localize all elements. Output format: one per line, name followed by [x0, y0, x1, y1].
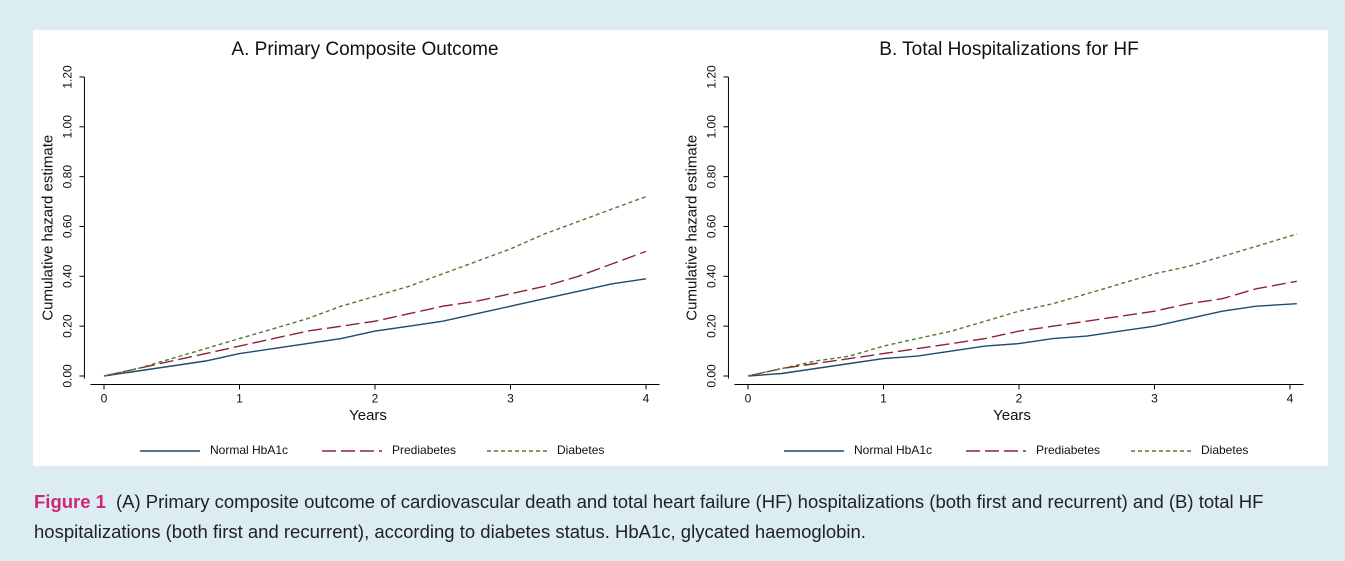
legend-label: Diabetes: [1201, 443, 1248, 457]
x-tick-label: 1: [236, 392, 243, 406]
y-tick-label: 1.20: [61, 65, 75, 89]
legend-label: Prediabetes: [392, 443, 456, 457]
y-tick-label: 1.20: [705, 65, 719, 89]
series-line: [103, 278, 647, 377]
y-tick-label: 0.00: [705, 364, 719, 388]
y-tick-label: 0.60: [705, 214, 719, 238]
legend-label: Diabetes: [557, 443, 604, 457]
x-tick-label: 3: [1151, 392, 1158, 406]
x-tick-label: 0: [101, 392, 108, 406]
y-tick-label: 0.60: [61, 214, 75, 238]
y-tick-label: 0.20: [705, 314, 719, 338]
chart-title: B. Total Hospitalizations for HF: [879, 39, 1138, 60]
figure-label: Figure 1: [34, 491, 106, 512]
y-tick-label: 0.00: [61, 364, 75, 388]
y-tick-label: 0.80: [61, 165, 75, 189]
caption: Figure 1 (A) Primary composite outcome of…: [34, 487, 1324, 547]
x-tick-label: 4: [1287, 392, 1294, 406]
x-tick-label: 1: [880, 392, 887, 406]
x-axis-label: Years: [349, 407, 387, 424]
chart-title: A. Primary Composite Outcome: [231, 39, 498, 60]
legend-label: Normal HbA1c: [210, 443, 288, 457]
x-tick-label: 3: [507, 392, 514, 406]
x-tick-label: 0: [745, 392, 752, 406]
series-line: [747, 303, 1297, 377]
legend-label: Prediabetes: [1036, 443, 1100, 457]
legend-label: Normal HbA1c: [854, 443, 932, 457]
y-tick-label: 0.80: [705, 165, 719, 189]
y-tick-label: 0.40: [705, 264, 719, 288]
y-tick-label: 0.20: [61, 314, 75, 338]
series-line: [103, 250, 647, 377]
y-tick-label: 0.40: [61, 264, 75, 288]
y-tick-label: 1.00: [61, 115, 75, 139]
x-axis-label: Years: [993, 407, 1031, 424]
series-line: [747, 280, 1297, 377]
series-line: [747, 233, 1298, 377]
plot-panel: [33, 30, 1328, 466]
y-tick-label: 1.00: [705, 115, 719, 139]
series-line: [103, 195, 647, 377]
x-tick-label: 2: [1016, 392, 1023, 406]
x-tick-label: 2: [372, 392, 379, 406]
x-tick-label: 4: [643, 392, 650, 406]
y-axis-label: Cumulative hazard estimate: [39, 135, 56, 321]
y-axis-label: Cumulative hazard estimate: [683, 135, 700, 321]
caption-text: (A) Primary composite outcome of cardiov…: [34, 491, 1264, 542]
